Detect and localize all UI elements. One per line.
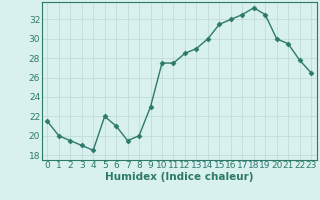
X-axis label: Humidex (Indice chaleur): Humidex (Indice chaleur) [105, 172, 253, 182]
